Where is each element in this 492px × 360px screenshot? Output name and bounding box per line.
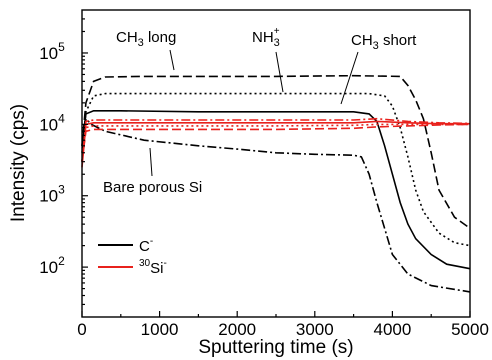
annotation-bare-porous-si: Bare porous Si bbox=[103, 179, 202, 196]
pointer-bare-porous-si bbox=[149, 147, 153, 177]
series-line-5 bbox=[81, 123, 470, 162]
annotation-ch3-short: CH3 short bbox=[351, 32, 417, 52]
y-tick-label-1: 103 bbox=[39, 183, 65, 206]
x-tick-label-1: 1000 bbox=[141, 320, 179, 339]
y-tick-label-2: 104 bbox=[39, 111, 65, 134]
series-layer bbox=[81, 74, 471, 293]
annotations: CH3 long NH3+ CH3 short Bare porous Si bbox=[103, 26, 417, 196]
series-line-4 bbox=[81, 123, 471, 162]
legend-label-si: 30Si- bbox=[139, 258, 167, 277]
x-axis-title: Sputtering time (s) bbox=[198, 337, 353, 358]
y-axis-title: Intensity (cps) bbox=[8, 104, 29, 222]
ticks-layer: 0 1000 2000 3000 4000 5000 102 103 104 105 bbox=[39, 18, 489, 339]
legend-label-c: C- bbox=[139, 236, 153, 255]
legend: C- 30Si- bbox=[98, 236, 167, 277]
series-line-6 bbox=[81, 120, 470, 168]
annotation-ch3-long: CH3 long bbox=[116, 29, 176, 49]
y-tick-label-3: 105 bbox=[39, 40, 65, 63]
x-tick-label-4: 4000 bbox=[373, 320, 411, 339]
series-line-0 bbox=[81, 74, 471, 229]
pointer-nh3plus bbox=[275, 51, 284, 93]
plot-frame bbox=[81, 9, 471, 318]
x-tick-label-0: 0 bbox=[77, 320, 86, 339]
x-tick-label-5: 5000 bbox=[451, 320, 489, 339]
series-line-1 bbox=[81, 92, 471, 247]
annotation-nh3plus: NH3+ bbox=[252, 26, 280, 49]
pointer-ch3-short bbox=[340, 51, 359, 105]
pointer-ch3-long bbox=[169, 49, 175, 71]
x-tick-label-2: 2000 bbox=[218, 320, 256, 339]
x-tick-label-3: 3000 bbox=[296, 320, 334, 339]
y-tick-label-0: 102 bbox=[39, 254, 65, 277]
